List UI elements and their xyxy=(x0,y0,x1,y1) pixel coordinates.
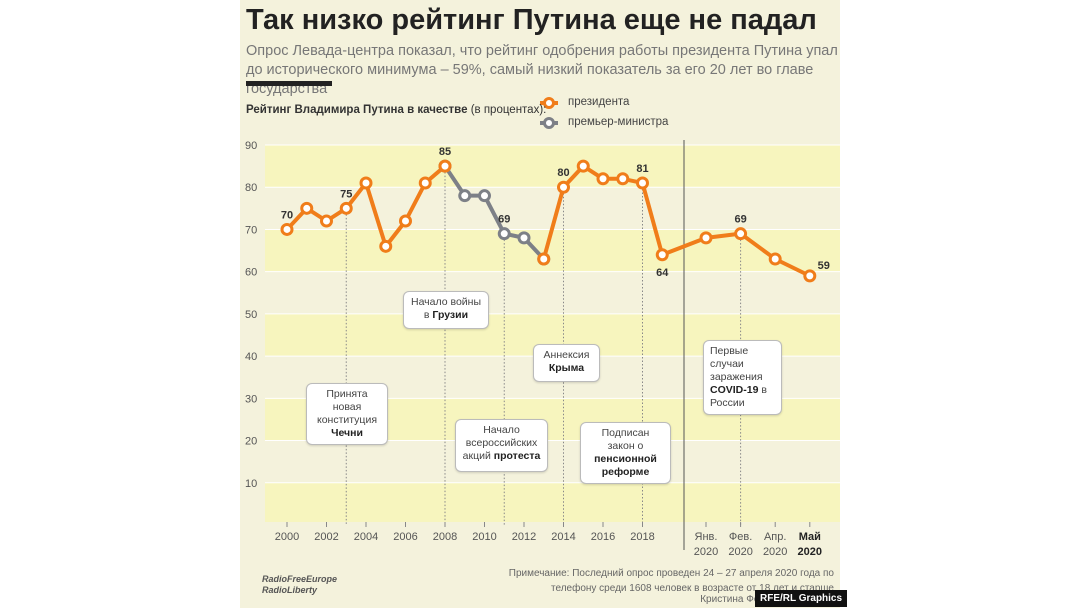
x-tick-label: 2004 xyxy=(353,531,379,543)
x-tick-label: 2006 xyxy=(393,531,418,543)
data-label: 70 xyxy=(281,209,293,221)
logo: RadioFreeEurope RadioLiberty xyxy=(262,574,337,596)
y-tick-label: 20 xyxy=(245,436,257,448)
annotation-text: Первые случаи заражения xyxy=(710,345,763,383)
x-tick-label: 2010 xyxy=(472,531,497,543)
point xyxy=(300,201,314,215)
point xyxy=(596,172,610,186)
point xyxy=(320,214,333,228)
axis-label-note: (в процентах): xyxy=(470,104,547,116)
y-tick-label: 30 xyxy=(245,393,257,405)
x-tick-label: 2018 xyxy=(630,531,655,543)
annotation-text: Крыма xyxy=(548,362,585,374)
point xyxy=(655,248,669,262)
logo-line: RadioFreeEurope xyxy=(262,574,338,584)
point xyxy=(280,222,294,236)
annotation-text: Аннексия xyxy=(543,349,590,361)
annotation-text: COVID-19 xyxy=(710,384,759,396)
annotation-text: Принята новая конституция xyxy=(316,388,378,426)
y-tick-label: 10 xyxy=(245,478,257,490)
x-tick-label: Апр. 2020 xyxy=(762,531,788,558)
point xyxy=(379,239,393,253)
data-label: 69 xyxy=(734,214,746,226)
y-tick-label: 50 xyxy=(245,309,257,321)
annotation-text: протеста xyxy=(493,450,541,462)
annotation-text: Начало всероссийских акций xyxy=(462,424,538,462)
y-tick-label: 80 xyxy=(245,182,257,194)
annotation-text: Начало войны в xyxy=(410,296,481,321)
point xyxy=(458,189,472,203)
stripe xyxy=(265,229,840,272)
point xyxy=(576,159,590,173)
annotation: Принята новая конституция Чечни xyxy=(306,383,388,445)
point xyxy=(478,189,491,203)
annotation-text: Грузии xyxy=(432,309,469,321)
annotation-text: Подписан закон о xyxy=(601,427,650,452)
y-tick-label: 90 xyxy=(245,140,257,152)
point xyxy=(699,231,713,245)
point xyxy=(339,201,353,215)
annotation-text: пенсионной реформе xyxy=(594,453,657,478)
annotation: Начало всероссийских акций протеста xyxy=(455,419,548,472)
logo-line: RadioLiberty xyxy=(262,585,318,595)
x-tick-label: Май 2020 xyxy=(797,531,823,558)
x-tick-label: 2016 xyxy=(590,531,616,543)
data-label: 80 xyxy=(557,167,569,179)
annotation-text: в России xyxy=(710,384,767,409)
stripe xyxy=(265,145,840,188)
data-label: 85 xyxy=(439,146,451,158)
point xyxy=(497,227,511,241)
point xyxy=(636,176,649,190)
point xyxy=(768,252,782,266)
point xyxy=(359,176,373,190)
y-tick-label: 40 xyxy=(245,351,257,363)
x-tick-label: 2014 xyxy=(551,531,576,543)
stripe xyxy=(265,482,840,522)
x-tick-label: Фев. 2020 xyxy=(728,531,753,558)
badge: RFE/RL Graphics xyxy=(755,590,848,607)
chart-title: Так низко рейтинг Путина еще не падал xyxy=(246,4,817,36)
point xyxy=(537,252,551,266)
point xyxy=(616,172,630,186)
annotation: Первые случаи заражения COVID-19 в Росси… xyxy=(703,340,782,415)
point xyxy=(399,214,412,228)
legend-swatch xyxy=(543,117,555,129)
annotation: Начало войны в Грузии xyxy=(403,291,489,329)
annotation: Аннексия Крыма xyxy=(533,344,600,382)
x-tick-label: 2000 xyxy=(274,531,300,543)
y-tick-label: 60 xyxy=(245,267,257,279)
point xyxy=(517,231,531,245)
legend-label: президента xyxy=(568,96,630,108)
subtitle: Опрос Левада-центра показал, что рейтинг… xyxy=(246,43,838,97)
point xyxy=(803,269,817,283)
point xyxy=(557,180,570,194)
x-tick-label: 2008 xyxy=(432,531,458,543)
point xyxy=(734,227,748,241)
x-tick-label: Янв. 2020 xyxy=(693,531,719,558)
x-tick-label: 2002 xyxy=(314,531,339,543)
title-rule xyxy=(246,81,332,86)
annotation: Подписан закон о пенсионной реформе xyxy=(580,422,671,484)
x-tick-label: 2012 xyxy=(511,531,537,543)
annotation-text: Чечни xyxy=(331,427,363,439)
axis-label: Рейтинг Владимира Путина в качестве (в п… xyxy=(246,104,546,116)
data-label: 69 xyxy=(498,214,510,226)
point xyxy=(438,159,452,173)
data-label: 64 xyxy=(656,267,669,279)
legend-swatch xyxy=(543,97,555,109)
point xyxy=(418,176,432,190)
data-label: 59 xyxy=(818,260,830,272)
axis-label-main: Рейтинг Владимира Путина в качестве xyxy=(246,104,468,116)
y-tick-label: 70 xyxy=(245,224,257,236)
data-label: 81 xyxy=(636,163,648,175)
legend-label: премьер-министра xyxy=(568,116,669,128)
data-label: 75 xyxy=(340,188,352,200)
note: Примечание: Последний опрос проведен 24 … xyxy=(508,568,834,594)
